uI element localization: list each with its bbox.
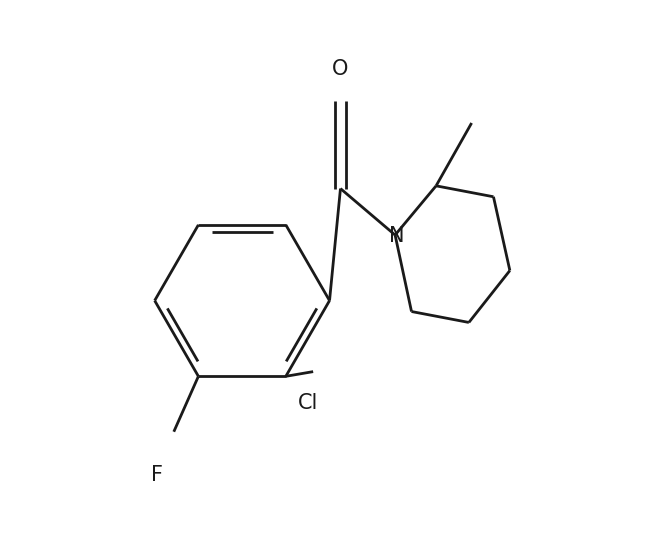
Text: O: O (332, 59, 348, 79)
Text: N: N (389, 226, 405, 246)
Text: Cl: Cl (297, 394, 318, 413)
Text: F: F (151, 465, 163, 485)
